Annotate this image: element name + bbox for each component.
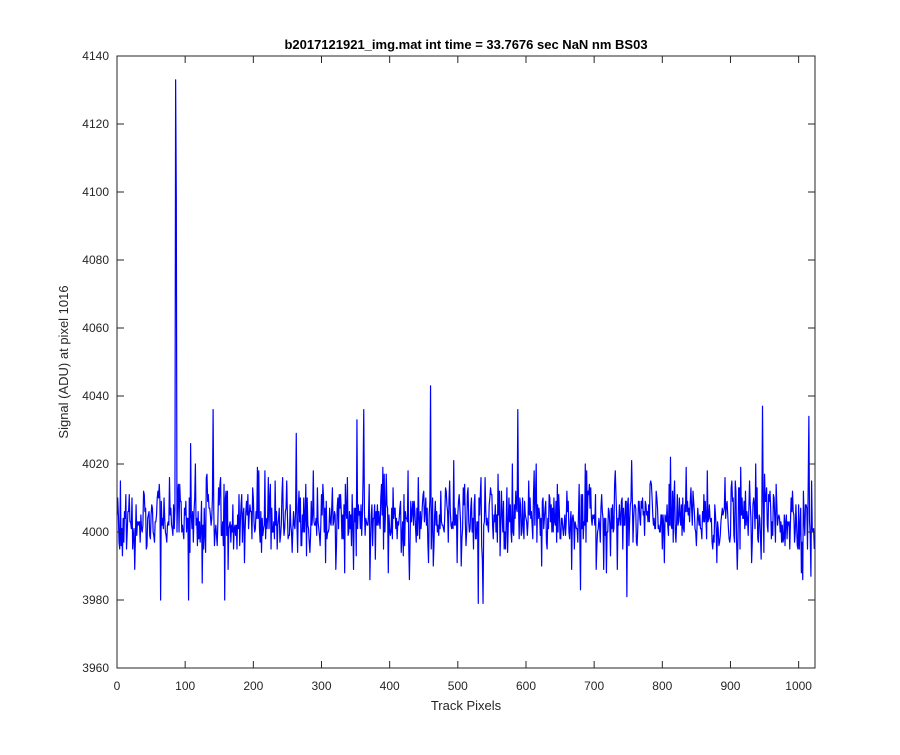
x-tick-label: 400 (380, 679, 400, 693)
x-axis-label: Track Pixels (431, 698, 502, 713)
series-layer (116, 79, 815, 604)
y-tick-label: 4020 (82, 457, 109, 471)
y-tick-label: 4040 (82, 389, 109, 403)
x-tick-label: 900 (720, 679, 740, 693)
x-tick-label: 100 (175, 679, 195, 693)
chart-title: b2017121921_img.mat int time = 33.7676 s… (284, 37, 647, 52)
y-tick-label: 4060 (82, 321, 109, 335)
y-tick-label: 4140 (82, 49, 109, 63)
axes-box (116, 55, 816, 669)
x-tick-label: 800 (652, 679, 672, 693)
y-tick-label: 4000 (82, 525, 109, 539)
y-axis-label: Signal (ADU) at pixel 1016 (56, 285, 71, 438)
series-line (116, 79, 815, 604)
x-tick-label: 600 (516, 679, 536, 693)
x-tick-label: 200 (243, 679, 263, 693)
x-tick-label: 500 (448, 679, 468, 693)
y-tick-label: 3980 (82, 593, 109, 607)
y-tick-label: 4100 (82, 185, 109, 199)
y-tick-label: 4120 (82, 117, 109, 131)
y-axis: 3960 3980 4000 4020 4040 4060 4080 4100 4120 4140 (82, 49, 815, 675)
x-tick-label: 0 (114, 679, 121, 693)
x-tick-label: 1000 (785, 679, 812, 693)
x-tick-label: 300 (311, 679, 331, 693)
y-tick-label: 3960 (82, 661, 109, 675)
x-tick-label: 700 (584, 679, 604, 693)
y-tick-label: 4080 (82, 253, 109, 267)
plot-area-background (117, 56, 815, 668)
x-axis: 0 100 200 300 400 500 600 700 800 900 1000 (114, 56, 812, 693)
